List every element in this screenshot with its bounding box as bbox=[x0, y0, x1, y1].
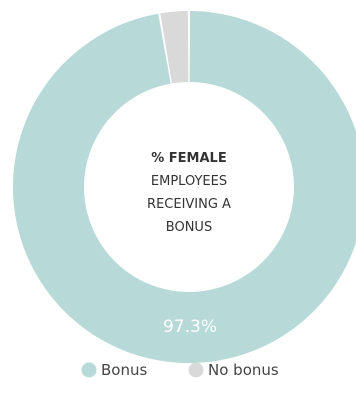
slice-no-bonus bbox=[160, 11, 189, 84]
center-text-line3: RECEIVING A bbox=[147, 197, 231, 212]
legend-item-no-bonus: No bonus bbox=[188, 361, 279, 379]
bonus-slice-label: 97.3% bbox=[163, 317, 217, 337]
legend-item-bonus: Bonus bbox=[81, 361, 147, 379]
legend-swatch-bonus bbox=[81, 362, 97, 378]
center-text-line2: EMPLOYEES bbox=[151, 174, 227, 189]
legend-label-no-bonus: No bonus bbox=[208, 361, 279, 379]
center-text-line4: BONUS bbox=[166, 220, 212, 235]
slice-bonus bbox=[13, 11, 356, 363]
center-text-line1: % FEMALE bbox=[151, 151, 226, 166]
legend: Bonus No bonus bbox=[81, 361, 279, 379]
legend-label-bonus: Bonus bbox=[101, 361, 147, 379]
legend-swatch-no-bonus bbox=[188, 362, 204, 378]
center-text: % FEMALE EMPLOYEES RECEIVING A BONUS bbox=[147, 151, 231, 235]
donut-slices bbox=[13, 11, 356, 363]
slice-labels: 97.3% bbox=[163, 317, 217, 337]
